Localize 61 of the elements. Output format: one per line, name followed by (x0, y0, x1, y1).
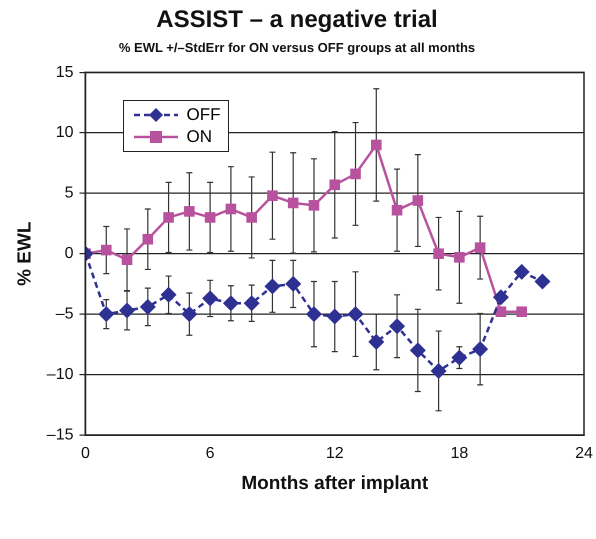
point (348, 306, 364, 322)
y-tick-label: 0 (64, 245, 74, 262)
point (285, 276, 302, 292)
point (100, 244, 112, 256)
point (370, 140, 382, 150)
point (222, 295, 239, 312)
point (451, 350, 468, 366)
point (246, 212, 257, 223)
point (98, 306, 114, 322)
point (329, 180, 340, 190)
point (202, 290, 218, 306)
y-tick-label: –15 (46, 426, 74, 444)
point (326, 308, 343, 325)
chart-subtitle: % EWL +/–StdErr for ON versus OFF groups at all months (118, 40, 476, 56)
y-tick-label: 15 (56, 64, 74, 81)
point (204, 212, 216, 223)
point (516, 306, 527, 318)
point (492, 289, 509, 306)
point (474, 242, 486, 253)
point (454, 252, 465, 263)
point (184, 206, 195, 217)
point (496, 306, 506, 318)
point (472, 341, 488, 358)
y-tick-label: 10 (56, 124, 74, 142)
point (368, 334, 384, 350)
point (308, 200, 320, 211)
legend-label: ON (186, 126, 212, 148)
point (226, 204, 236, 214)
x-tick-label: 24 (575, 445, 593, 462)
point (430, 362, 447, 379)
point (264, 278, 280, 294)
point (163, 212, 174, 223)
point (350, 168, 361, 180)
y-tick-label: –5 (56, 306, 74, 323)
point (160, 286, 177, 303)
point (142, 234, 154, 244)
point (244, 295, 260, 312)
x-tick-label: 0 (81, 445, 90, 462)
x-tick-label: 18 (450, 445, 468, 462)
point (267, 190, 278, 201)
point (433, 248, 444, 260)
point (119, 302, 136, 319)
x-axis-title: Months after implant (241, 472, 429, 494)
point (412, 195, 424, 206)
legend-label: OFF (186, 104, 220, 126)
y-axis-title: % EWL (14, 221, 36, 286)
x-tick-label: 6 (206, 445, 215, 462)
x-tick-label: 12 (326, 445, 344, 462)
point (392, 204, 402, 216)
point (389, 318, 406, 334)
point (514, 264, 530, 280)
point (288, 198, 299, 208)
point (122, 254, 132, 266)
point (306, 306, 322, 322)
point (534, 274, 550, 290)
point (181, 306, 198, 322)
chart-title: ASSIST – a negative trial (156, 6, 438, 34)
y-tick-label: –10 (46, 366, 74, 383)
point (410, 342, 426, 358)
y-tick-label: 5 (64, 184, 74, 202)
point (140, 298, 156, 315)
